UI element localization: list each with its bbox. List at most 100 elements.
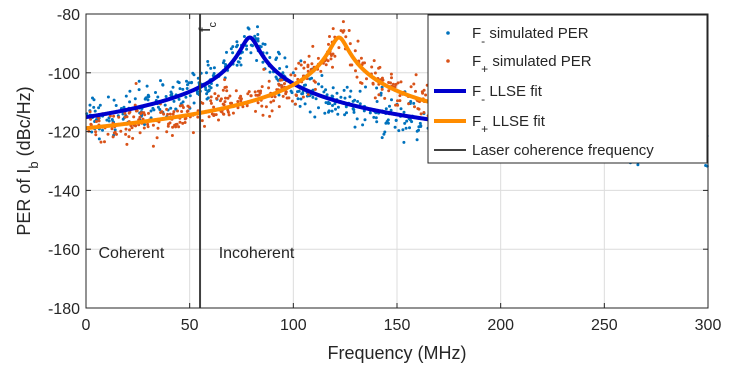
scatter-point: [265, 51, 269, 55]
scatter-point: [290, 99, 294, 103]
scatter-point: [114, 104, 118, 107]
scatter-point: [206, 60, 210, 63]
scatter-point: [260, 85, 264, 89]
legend-label: F- simulated PER: [472, 25, 589, 48]
scatter-point: [389, 108, 393, 112]
scatter-point: [285, 65, 289, 69]
scatter-point: [176, 109, 179, 113]
scatter-point: [149, 109, 153, 113]
scatter-point: [256, 101, 260, 105]
scatter-point: [390, 76, 393, 80]
y-tick-label: -120: [48, 125, 80, 142]
scatter-point: [88, 103, 92, 107]
scatter-point: [368, 111, 372, 115]
scatter-point: [180, 110, 184, 113]
scatter-point: [422, 111, 426, 114]
legend-label-tail: simulated PER: [485, 25, 589, 42]
scatter-point: [375, 100, 379, 103]
scatter-point: [231, 51, 235, 55]
scatter-point: [413, 105, 416, 109]
scatter-point: [359, 56, 363, 60]
scatter-point: [412, 82, 416, 86]
scatter-point: [324, 88, 328, 92]
scatter-point: [417, 128, 420, 132]
scatter-point: [189, 81, 193, 85]
scatter-point: [344, 35, 348, 39]
scatter-point: [228, 94, 232, 98]
scatter-point: [409, 85, 413, 89]
scatter-point: [402, 110, 406, 114]
scatter-point: [166, 124, 170, 128]
scatter-point: [222, 112, 225, 116]
scatter-point: [239, 63, 243, 67]
scatter-point: [110, 127, 114, 131]
scatter-point: [195, 90, 199, 94]
scatter-point: [405, 119, 409, 123]
scatter-point: [277, 93, 281, 97]
scatter-point: [358, 89, 362, 93]
scatter-point: [303, 102, 307, 106]
scatter-point: [205, 71, 208, 75]
legend-label-tail: simulated PER: [488, 53, 592, 70]
scatter-point: [299, 97, 303, 101]
scatter-point: [181, 87, 185, 91]
scatter-point: [374, 116, 378, 120]
scatter-point: [320, 85, 324, 89]
legend-marker-dot: [446, 31, 450, 35]
scatter-point: [328, 35, 331, 38]
scatter-point: [383, 96, 387, 100]
scatter-point: [89, 117, 93, 121]
scatter-point: [383, 130, 387, 134]
scatter-point: [106, 95, 110, 99]
scatter-point: [299, 63, 303, 67]
scatter-point: [323, 111, 327, 115]
scatter-point: [385, 120, 389, 123]
scatter-point: [223, 86, 227, 89]
scatter-point: [215, 97, 219, 100]
scatter-point: [329, 57, 333, 61]
scatter-point: [105, 118, 109, 122]
scatter-point: [268, 56, 272, 59]
scatter-point: [206, 90, 210, 93]
scatter-point: [297, 61, 301, 65]
scatter-point: [95, 120, 98, 123]
scatter-point: [151, 123, 155, 127]
scatter-point: [260, 104, 264, 108]
legend-label-tail: LLSE fit: [488, 113, 546, 130]
scatter-point: [226, 96, 230, 100]
scatter-point: [348, 42, 352, 46]
scatter-point: [388, 104, 391, 108]
scatter-point: [209, 95, 213, 99]
scatter-point: [269, 100, 273, 104]
scatter-point: [364, 85, 367, 89]
scatter-point: [227, 113, 231, 117]
scatter-point: [324, 63, 328, 67]
legend-label: Laser coherence frequency: [472, 142, 654, 159]
scatter-point: [398, 94, 402, 98]
scatter-point: [156, 95, 160, 99]
scatter-point: [119, 129, 123, 133]
scatter-point: [382, 132, 386, 136]
scatter-point: [396, 103, 400, 107]
scatter-point: [137, 88, 141, 92]
scatter-point: [375, 120, 379, 124]
scatter-point: [348, 95, 352, 99]
scatter-point: [184, 95, 188, 99]
scatter-point: [322, 90, 326, 94]
scatter-point: [205, 97, 209, 101]
scatter-point: [313, 87, 317, 91]
scatter-point: [283, 82, 286, 86]
scatter-point: [172, 110, 176, 114]
scatter-point: [264, 105, 268, 109]
x-tick-label: 200: [487, 317, 514, 334]
scatter-point: [132, 115, 136, 119]
scatter-point: [255, 59, 259, 62]
scatter-point: [242, 35, 246, 38]
scatter-point: [372, 59, 376, 63]
scatter-point: [171, 125, 175, 129]
scatter-point: [245, 47, 249, 51]
scatter-point: [113, 128, 117, 132]
scatter-point: [220, 110, 224, 114]
scatter-point: [245, 104, 249, 108]
y-axis-title: PER of Ib (dBc/Hz): [14, 86, 41, 235]
